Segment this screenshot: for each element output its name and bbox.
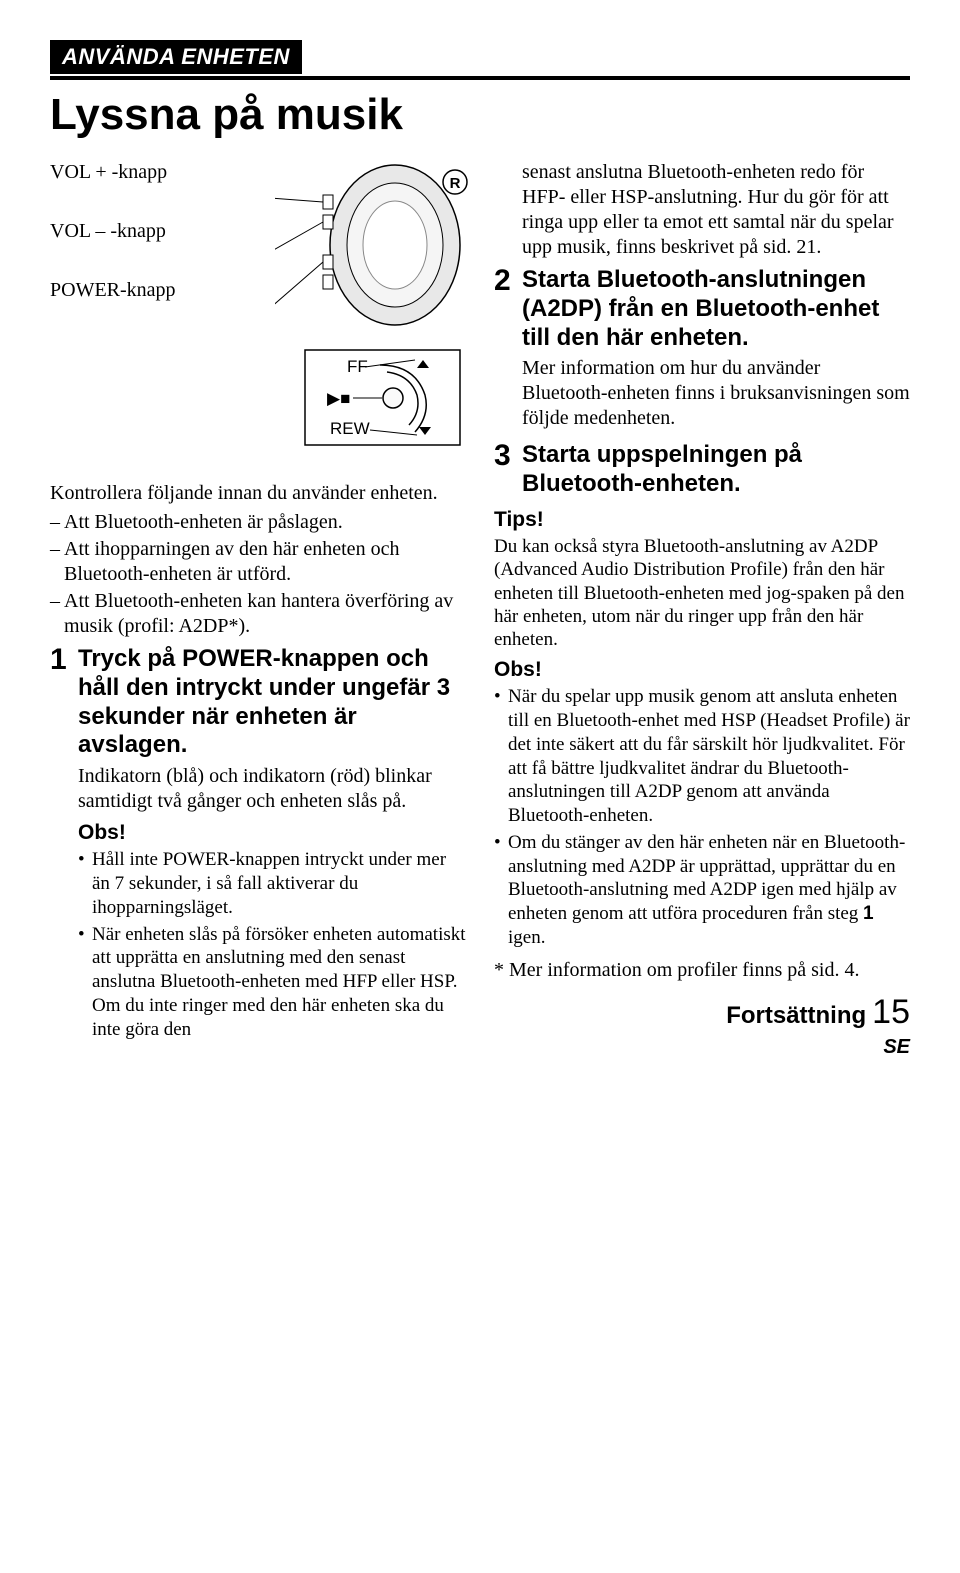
step-heading: Tryck på POWER-knappen och håll den intr…	[78, 645, 466, 760]
note2-bullet: •När du spelar upp musik genom att anslu…	[494, 685, 910, 828]
continuation-text: senast anslutna Bluetooth-enheten redo f…	[494, 160, 910, 260]
continuation-label: Fortsättning	[726, 1001, 866, 1031]
tips-label: Tips!	[494, 507, 910, 533]
page-title: Lyssna på musik	[50, 90, 910, 140]
tips-body: Du kan också styra Bluetooth-anslutning …	[494, 535, 910, 651]
intro-block: Kontrollera följande innan du använder e…	[50, 481, 466, 639]
label-vol-minus: VOL – -knapp	[50, 219, 275, 244]
headphone-illustration: R FF ▶■ REW	[275, 160, 475, 460]
note-label: Obs!	[78, 820, 466, 846]
step-1: 1 Tryck på POWER-knappen och håll den in…	[50, 645, 466, 1044]
note-bullet: •När enheten slås på försöker enheten au…	[78, 923, 466, 1042]
label-vol-plus: VOL + -knapp	[50, 160, 275, 185]
note2-label: Obs!	[494, 657, 910, 683]
step-number: 2	[494, 266, 522, 435]
svg-text:▶■: ▶■	[327, 389, 350, 408]
intro-item: –Att ihopparningen av den här enheten oc…	[50, 537, 466, 587]
left-column: VOL + -knapp VOL – -knapp POWER-knapp	[50, 160, 466, 1060]
step-heading: Starta Bluetooth-anslutningen (A2DP) frå…	[522, 266, 910, 352]
step-heading: Starta uppspelningen på Bluetooth-enhete…	[522, 441, 910, 499]
section-tag: ANVÄNDA ENHETEN	[50, 40, 302, 74]
step-3: 3 Starta uppspelningen på Bluetooth-enhe…	[494, 441, 910, 503]
intro-item: –Att Bluetooth-enheten kan hantera överf…	[50, 589, 466, 639]
step-number: 1	[50, 645, 78, 1044]
step-2: 2 Starta Bluetooth-anslutningen (A2DP) f…	[494, 266, 910, 435]
step-number: 3	[494, 441, 522, 503]
intro-item: –Att Bluetooth-enheten är påslagen.	[50, 510, 466, 535]
footer: Fortsättning 15	[494, 991, 910, 1034]
page-number: 15	[872, 991, 910, 1034]
svg-text:FF: FF	[347, 357, 368, 376]
right-column: senast anslutna Bluetooth-enheten redo f…	[494, 160, 910, 1060]
language-code: SE	[494, 1035, 910, 1060]
section-divider	[50, 76, 910, 80]
headphone-diagram: VOL + -knapp VOL – -knapp POWER-knapp	[50, 160, 466, 467]
step-description: Mer information om hur du använder Bluet…	[522, 356, 910, 431]
footnote: * Mer information om profiler finns på s…	[494, 958, 910, 983]
step-description: Indikatorn (blå) och indikatorn (röd) bl…	[78, 764, 466, 814]
intro-lead: Kontrollera följande innan du använder e…	[50, 481, 466, 506]
svg-text:REW: REW	[330, 419, 370, 438]
note2-bullet: •Om du stänger av den här enheten när en…	[494, 831, 910, 950]
note-bullet: •Håll inte POWER-knappen intryckt under …	[78, 848, 466, 919]
label-power: POWER-knapp	[50, 278, 275, 303]
svg-text:R: R	[449, 175, 460, 192]
